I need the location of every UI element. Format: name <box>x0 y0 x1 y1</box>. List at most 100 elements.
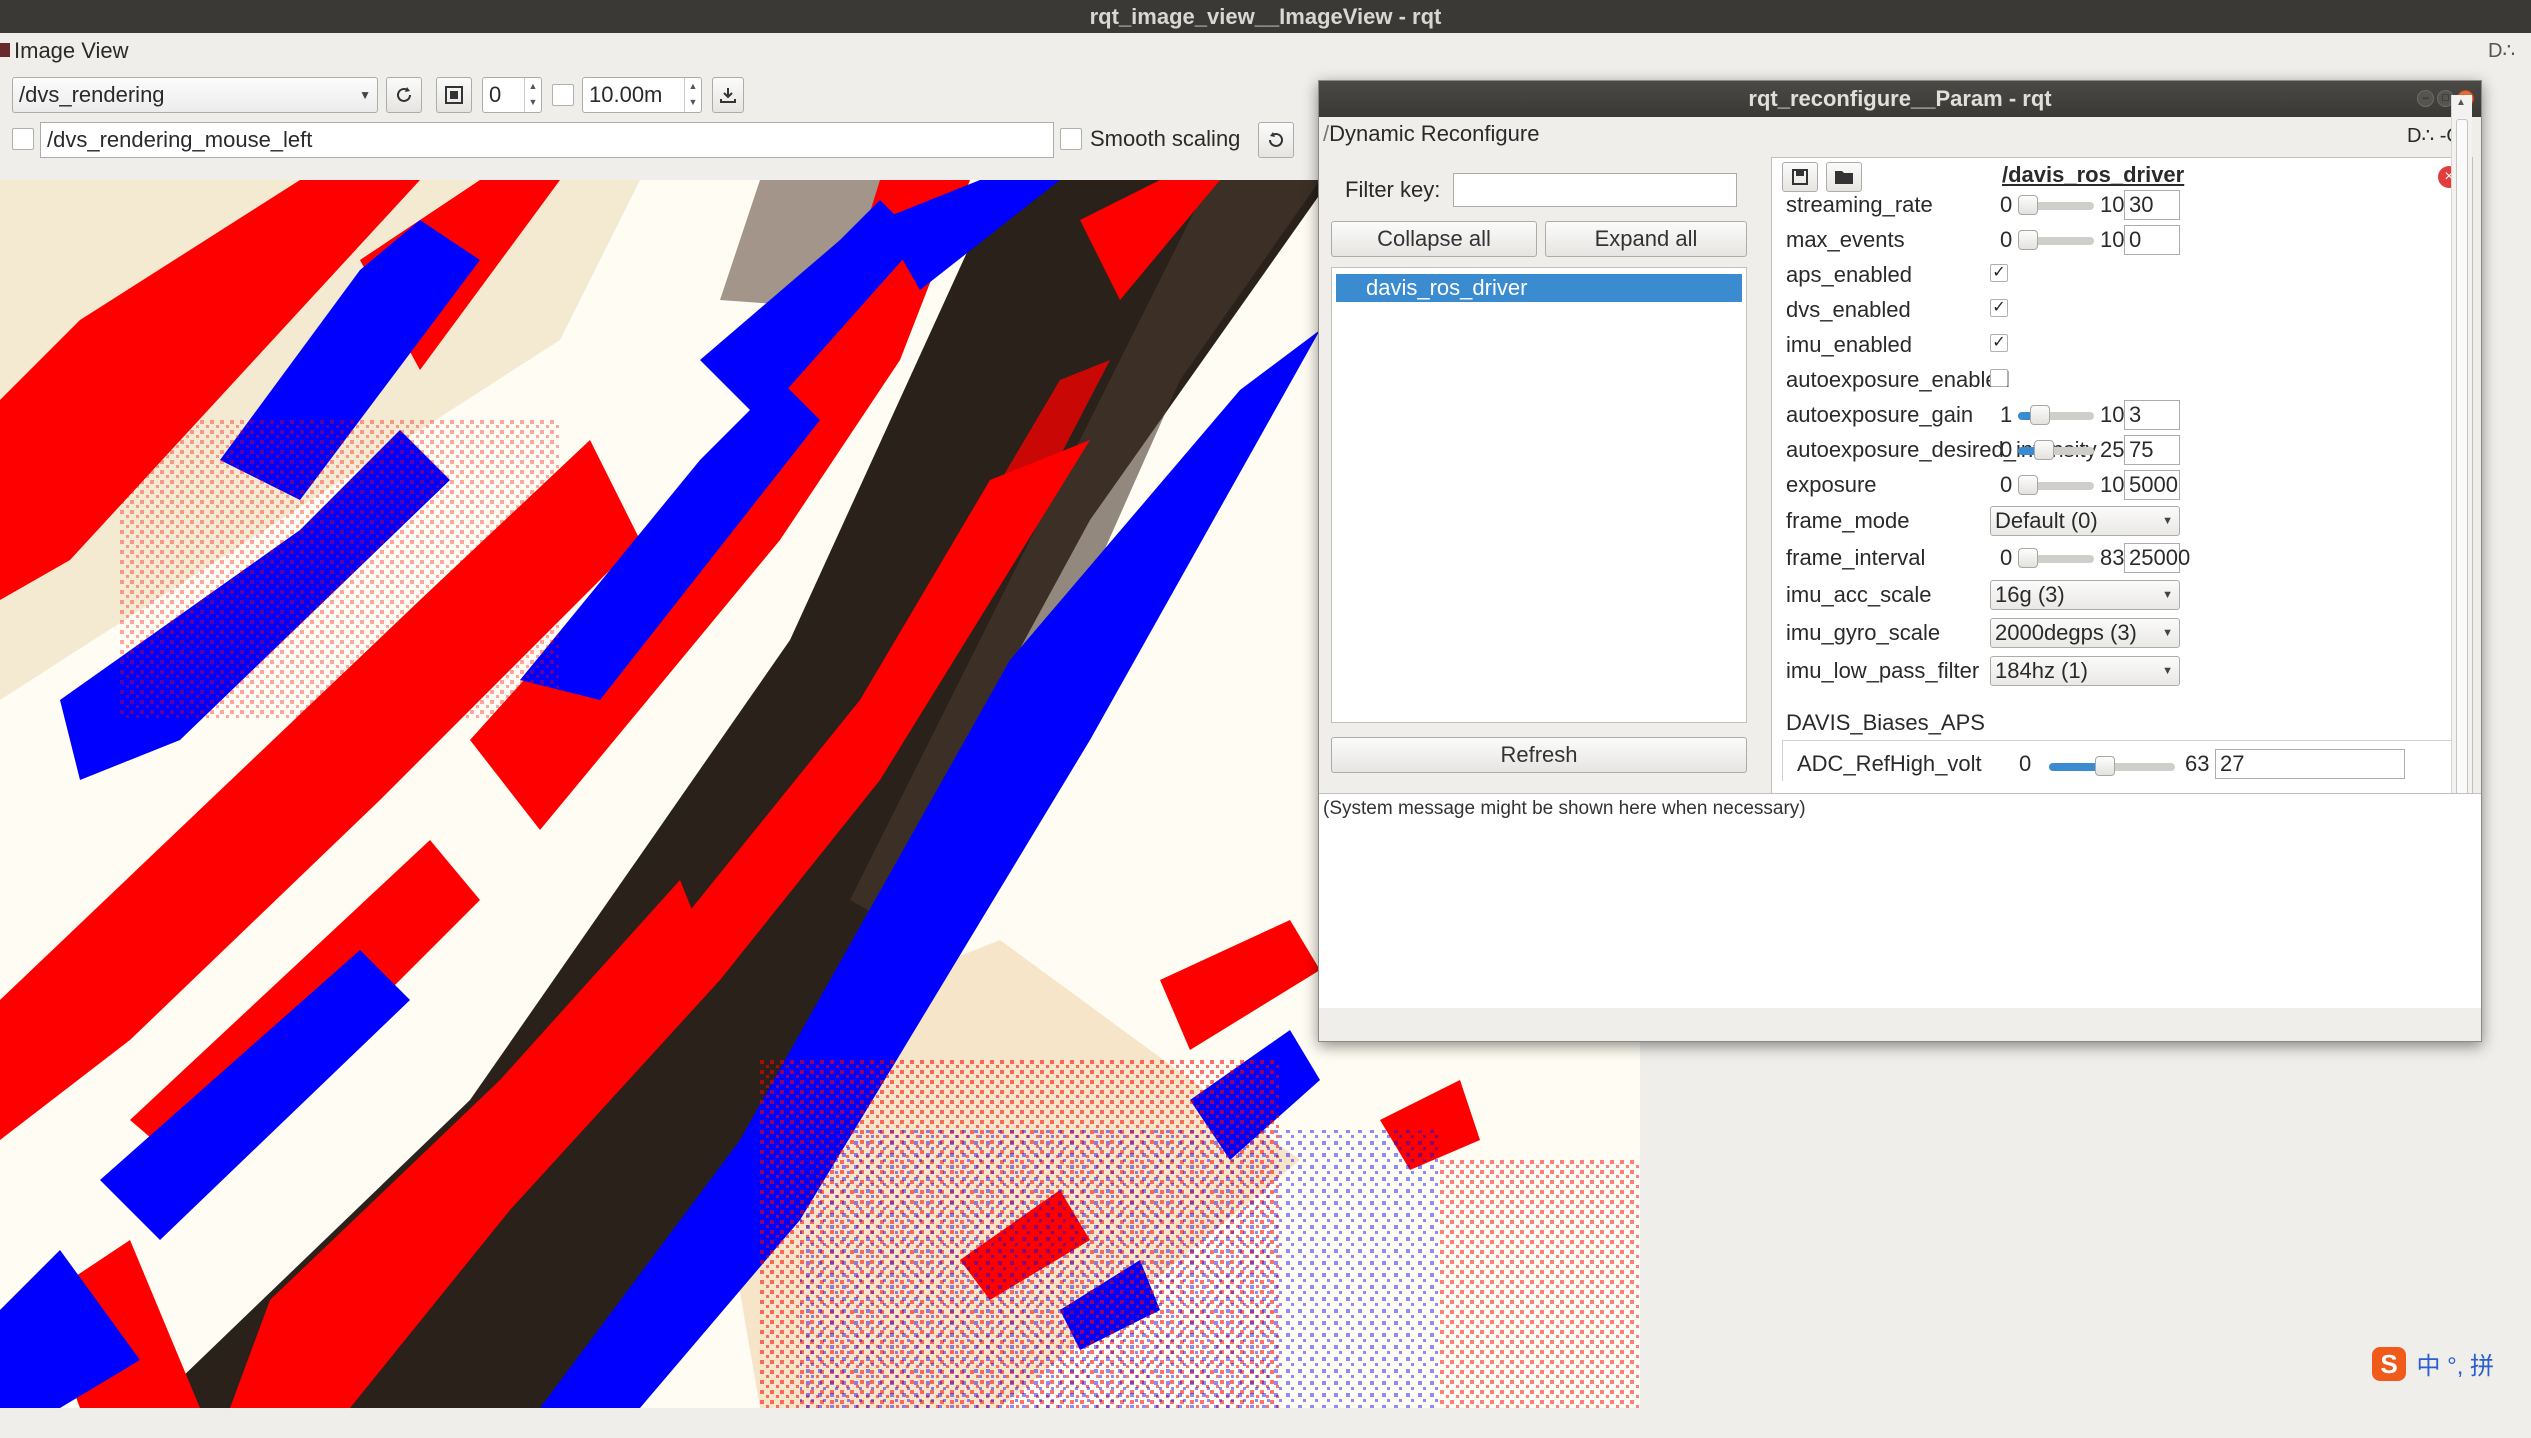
smooth-scaling-checkbox[interactable] <box>1060 128 1082 150</box>
dock-handle[interactable] <box>0 43 10 57</box>
collapse-all-button[interactable]: Collapse all <box>1331 221 1537 257</box>
spin-arrows-icon[interactable]: ▲ ▼ <box>524 78 541 112</box>
param-value: 25000 <box>2129 545 2191 570</box>
main-titlebar <box>0 0 2531 33</box>
param-value: 27 <box>2220 751 2245 776</box>
slider-fill <box>2049 763 2103 771</box>
param-combo-value: 16g (3) <box>1995 582 2065 607</box>
slider-fill <box>2018 447 2040 455</box>
max-range-checkbox[interactable] <box>552 84 574 106</box>
param-name: imu_gyro_scale <box>1786 620 1941 645</box>
param-name: frame_interval <box>1786 545 1926 570</box>
spin-arrows-icon[interactable]: ▲ ▼ <box>684 78 701 112</box>
refresh-button[interactable]: Refresh <box>1331 737 1747 773</box>
slider-fill <box>2018 412 2035 420</box>
param-checkbox[interactable]: ✓ <box>1990 334 2008 352</box>
param-value-input[interactable]: 0 <box>2124 225 2180 255</box>
rotation-spinbox[interactable]: 0 ▲ ▼ <box>482 77 542 113</box>
slider-handle[interactable] <box>2095 756 2115 776</box>
param-combo[interactable]: Default (0) ▼ <box>1990 506 2180 536</box>
chevron-down-icon: ▼ <box>2162 515 2173 527</box>
system-message: (System message might be shown here when… <box>1323 798 1806 819</box>
param-checkbox[interactable] <box>1990 369 2008 387</box>
fit-icon <box>445 86 463 104</box>
rotation-value: 0 <box>489 82 502 107</box>
ime-indicator[interactable]: S 中 °, 拼 <box>2372 1346 2494 1386</box>
slider-handle[interactable] <box>2018 548 2038 568</box>
refresh-topics-button[interactable] <box>386 77 422 113</box>
slider-handle[interactable] <box>2034 440 2054 460</box>
load-params-button[interactable] <box>1826 162 1862 192</box>
folder-icon <box>1835 171 1853 184</box>
save-image-button[interactable] <box>712 77 744 113</box>
param-value-input[interactable]: 30 <box>2124 190 2180 220</box>
save-icon <box>1792 169 1808 185</box>
main-window-title: rqt_image_view__ImageView - rqt <box>1089 4 1442 29</box>
param-name: autoexposure_gain <box>1786 402 1974 427</box>
param-combo[interactable]: 2000degps (3) ▼ <box>1990 618 2180 648</box>
param-slider[interactable] <box>2018 230 2094 250</box>
node-path: /davis_ros_driver <box>2002 162 2185 187</box>
fit-zoom-button[interactable] <box>436 77 472 113</box>
image-display[interactable] <box>0 180 1640 1408</box>
rotate-button[interactable] <box>1258 122 1294 158</box>
save-params-button[interactable] <box>1782 162 1818 192</box>
param-name: frame_mode <box>1786 508 1910 533</box>
param-value-input[interactable]: 3 <box>2124 400 2180 430</box>
reconfigure-titlebar[interactable] <box>1319 81 2481 117</box>
slider-handle[interactable] <box>2030 405 2050 425</box>
param-name: max_events <box>1786 227 1905 252</box>
reconfigure-window[interactable]: rqt_reconfigure__Param - rqt – □ × /Dyna… <box>1318 80 2482 1042</box>
param-combo-value: 2000degps (3) <box>1995 620 2137 645</box>
param-value: 30 <box>2129 192 2154 217</box>
param-name: imu_low_pass_filter <box>1786 658 1980 683</box>
param-slider[interactable] <box>2049 756 2175 776</box>
minimize-icon[interactable]: – <box>2417 90 2434 107</box>
param-name: ADC_RefHigh_volt <box>1797 751 1982 776</box>
slider-handle[interactable] <box>2018 230 2038 250</box>
ime-status: 中 °, 拼 <box>2416 1353 2495 1380</box>
param-value-input[interactable]: 75 <box>2124 435 2180 465</box>
param-slider[interactable] <box>2018 548 2094 568</box>
param-checkbox[interactable]: ✓ <box>1990 264 2008 282</box>
topic-select[interactable]: /dvs_rendering ▼ <box>12 77 378 113</box>
expand-all-button[interactable]: Expand all <box>1545 221 1747 257</box>
scrollbar-thumb[interactable] <box>2456 119 2468 859</box>
param-slider[interactable] <box>2018 405 2094 425</box>
panel-controls[interactable]: D∴ -O <box>2407 125 2462 147</box>
dock-controls[interactable]: D∴ <box>2488 40 2516 62</box>
mouse-publish-checkbox[interactable] <box>12 128 34 150</box>
filter-input[interactable] <box>1453 173 1737 207</box>
param-slider[interactable] <box>2018 195 2094 215</box>
slider-handle[interactable] <box>2018 475 2038 495</box>
rotate-icon <box>1269 132 1283 147</box>
param-slider[interactable] <box>2018 440 2094 460</box>
param-max: 10 <box>2100 402 2125 427</box>
slider-handle[interactable] <box>2018 195 2038 215</box>
param-value: 3 <box>2129 402 2142 427</box>
param-combo[interactable]: 16g (3) ▼ <box>1990 580 2180 610</box>
chevron-down-icon: ▼ <box>359 88 371 102</box>
param-value: 5000 <box>2129 472 2178 497</box>
param-name: streaming_rate <box>1786 192 1933 217</box>
param-value: 75 <box>2129 437 2154 462</box>
param-slider[interactable] <box>2018 475 2094 495</box>
param-combo[interactable]: 184hz (1) ▼ <box>1990 656 2180 686</box>
param-checkbox[interactable]: ✓ <box>1990 299 2008 317</box>
max-range-spinbox[interactable]: 10.00m ▲ ▼ <box>582 77 702 113</box>
node-tree[interactable]: davis_ros_driver <box>1331 267 1747 723</box>
group-name: DAVIS_Biases_APS <box>1786 710 1985 735</box>
chevron-up-icon[interactable]: ▲ <box>2456 97 2466 108</box>
chevron-down-icon: ▼ <box>2162 627 2173 639</box>
topic-select-value: /dvs_rendering <box>19 82 165 107</box>
param-value-input[interactable]: 5000 <box>2124 470 2180 500</box>
system-message-area: (System message might be shown here when… <box>1319 793 2481 1008</box>
parameter-scrollbar[interactable]: ▲ ▼ <box>2451 95 2472 873</box>
mouse-topic-value: /dvs_rendering_mouse_left <box>47 127 313 152</box>
save-image-icon <box>720 88 736 103</box>
tree-item-davis-ros-driver[interactable]: davis_ros_driver <box>1336 274 1742 302</box>
param-value-input[interactable]: 27 <box>2215 749 2405 779</box>
param-value-input[interactable]: 25000 <box>2124 543 2190 573</box>
mouse-topic-input[interactable]: /dvs_rendering_mouse_left <box>40 122 1054 158</box>
smooth-scaling-label: Smooth scaling <box>1090 126 1241 151</box>
